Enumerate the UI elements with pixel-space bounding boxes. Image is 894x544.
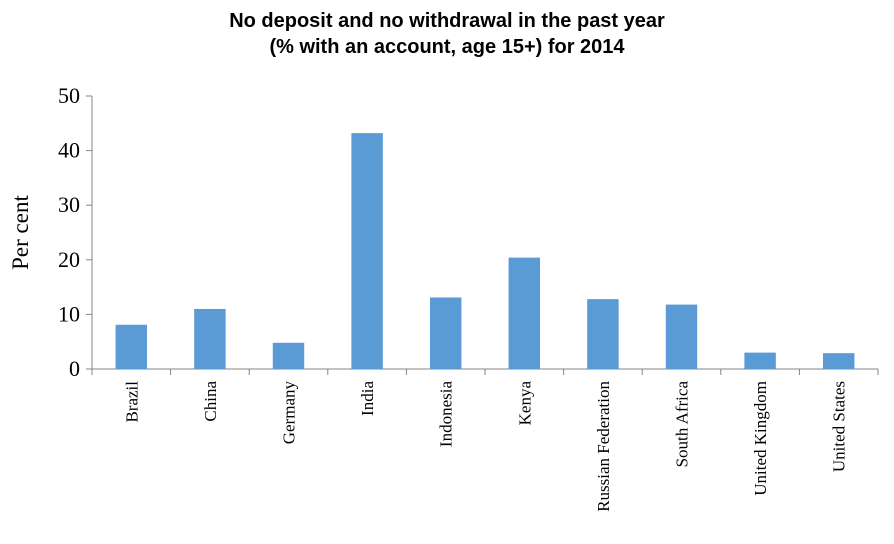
x-category-label: Kenya [515, 381, 534, 426]
x-category-label: Russian Federation [594, 381, 613, 512]
bar [822, 353, 855, 369]
x-category-label: China [201, 381, 220, 422]
y-tick-label: 30 [58, 192, 80, 217]
bar [744, 352, 776, 369]
chart-title-line-2: (% with an account, age 15+) for 2014 [269, 36, 625, 58]
x-category-label: Indonesia [437, 381, 456, 448]
x-category-label: Brazil [122, 381, 141, 423]
x-category-label: South Africa [673, 381, 692, 468]
chart-title-line-1: No deposit and no withdrawal in the past… [229, 10, 665, 32]
y-tick-label: 40 [58, 138, 80, 163]
bar [115, 324, 148, 369]
x-category-label: India [358, 381, 377, 416]
bar [665, 304, 698, 369]
y-tick-label: 20 [58, 247, 80, 272]
plot-area: 0 10 20 30 40 50 Per cent Brazil China Germany Ind… [8, 83, 879, 512]
bar [194, 308, 226, 369]
x-category-label: United States [830, 381, 849, 472]
chart-title: No deposit and no withdrawal in the past… [0, 8, 894, 60]
y-tick-label: 10 [58, 301, 80, 326]
bar [272, 342, 305, 369]
x-category-label: Germany [280, 381, 299, 445]
bar [508, 257, 541, 369]
bar [429, 297, 462, 369]
y-axis-title: Per cent [8, 195, 33, 270]
y-tick-label: 50 [58, 83, 80, 108]
bar [587, 299, 619, 369]
y-tick-label: 0 [69, 356, 80, 381]
bar [351, 133, 383, 369]
x-category-label: United Kingdom [751, 381, 770, 496]
